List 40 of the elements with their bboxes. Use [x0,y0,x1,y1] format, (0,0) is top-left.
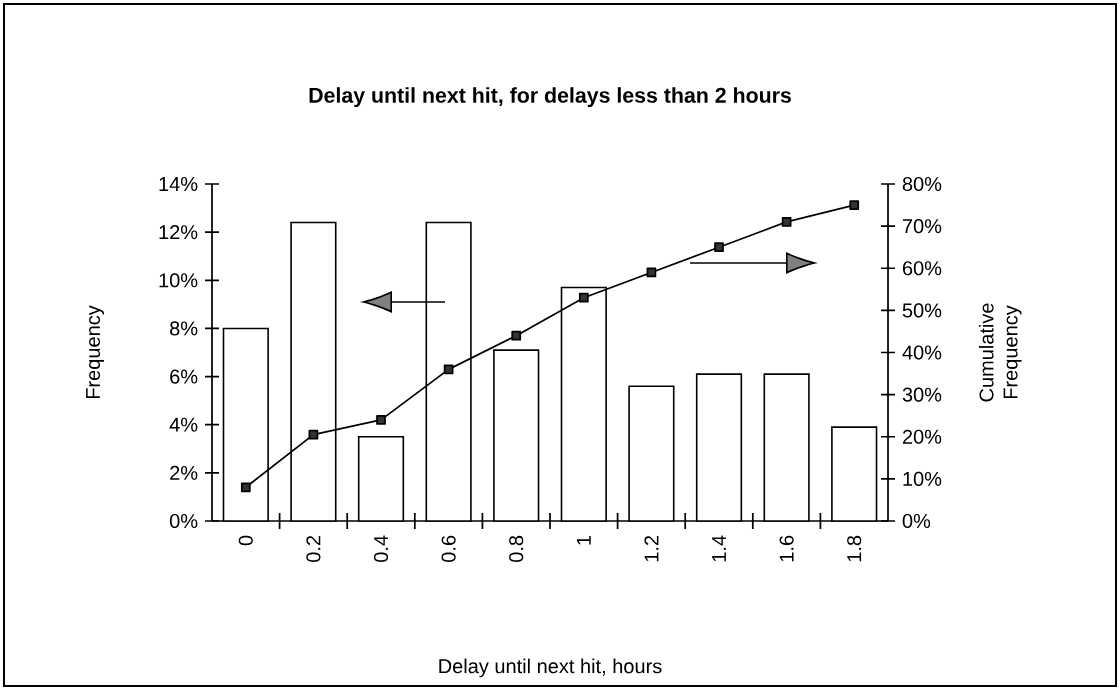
y-tick-label: 10% [159,273,198,288]
y2-axis-title: Cumulative Frequency [978,303,1022,402]
point [376,415,386,425]
y2-tick-label: 30% [902,387,942,402]
point [578,292,589,303]
y2-tick-label: 50% [902,303,942,318]
point [849,200,860,210]
y-tick-label: 4% [169,417,198,432]
y2-tick-label: 0% [902,513,931,529]
y-tick-label: 8% [170,321,198,336]
y2-tick-label: 70% [902,219,942,234]
x-tick-label: 0.4 [373,535,389,562]
point [443,364,454,375]
y2-tick-label: 40% [902,345,942,360]
y-tick-label: 12% [159,225,198,240]
point [781,217,792,227]
point [511,330,522,341]
point [308,429,319,440]
point [240,482,251,493]
y-tick-label: 14% [159,177,198,192]
x-tick-label: 1.8 [847,535,862,562]
x-tick-label: 1 [576,535,591,545]
x-tick-label: 0.6 [441,535,456,562]
y2-tick-label: 10% [903,471,942,486]
x-tick-label: 0.8 [509,535,524,562]
x-tick-label: 1.2 [644,535,659,562]
point [714,242,724,253]
chart-title: Delay until next hit, for delays less than 2 hours [309,87,791,108]
x-tick-label: 0.2 [306,535,321,562]
x-axis-title: Delay until next hit, hours [439,658,662,678]
y-tick-label: 6% [170,369,198,384]
y-axis-title: Frequency [86,305,104,399]
y-tick-label: 0% [169,513,198,529]
x-tick-label: 1.6 [779,535,794,562]
y2-tick-label: 20% [902,429,942,444]
y2-tick-label: 80% [902,176,942,192]
x-tick-label: 0 [238,535,253,546]
y2-tick-label: 60% [902,261,942,276]
y-tick-label: 2% [170,465,198,480]
x-tick-label: 1.4 [712,535,726,562]
